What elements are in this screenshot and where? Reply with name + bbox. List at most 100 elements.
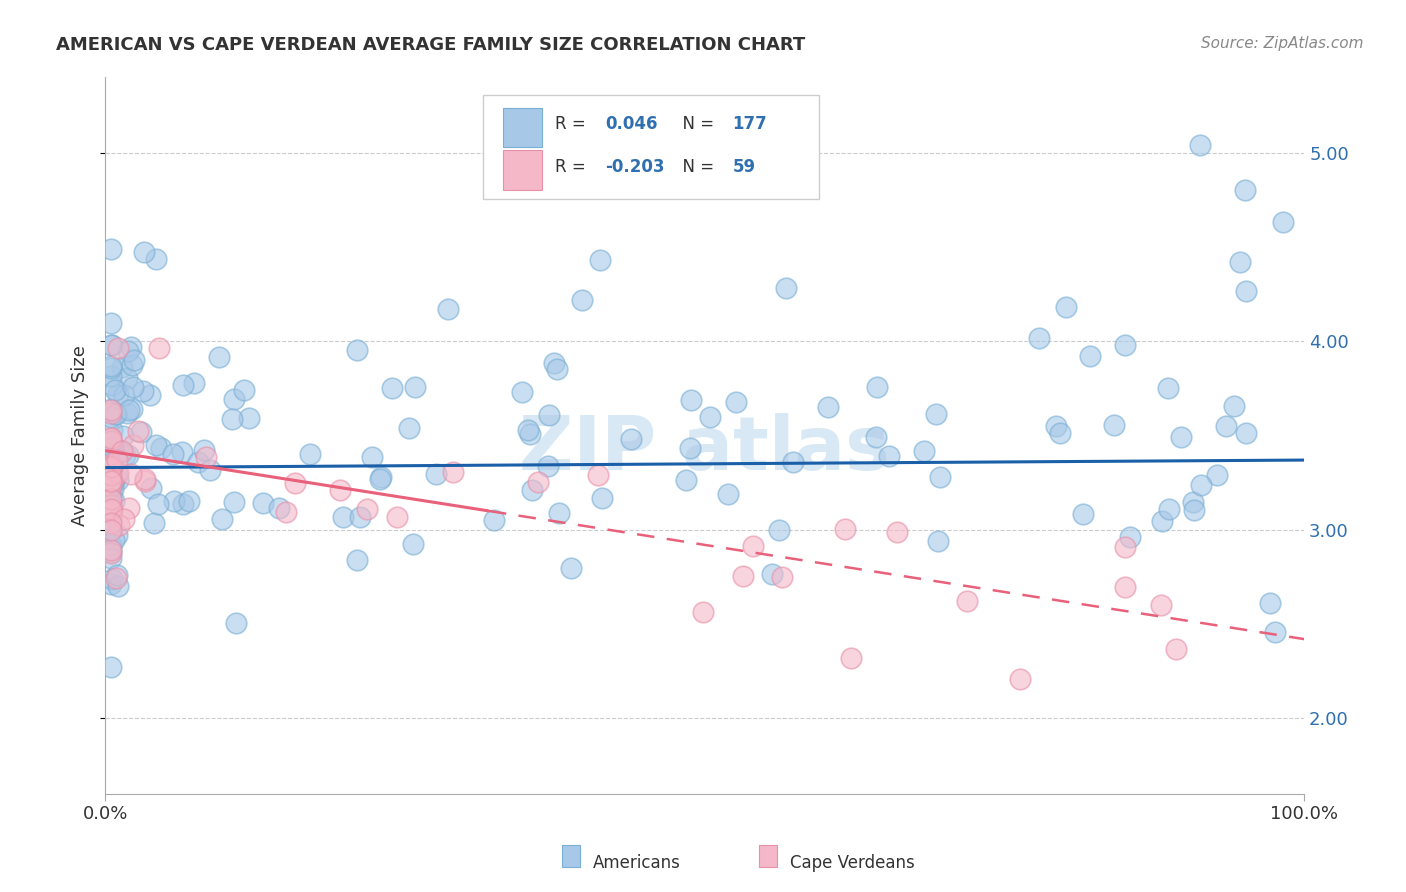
Point — [127, 424, 149, 438]
Point — [252, 496, 274, 510]
Point — [103, 533, 125, 547]
Point — [107, 386, 129, 401]
Point — [368, 472, 391, 486]
Point — [100, 431, 122, 445]
Point — [100, 550, 122, 565]
Point — [1234, 426, 1257, 441]
Text: Cape Verdeans: Cape Verdeans — [790, 854, 915, 871]
Point — [110, 445, 132, 459]
Point — [107, 518, 129, 533]
Point — [1164, 641, 1187, 656]
Point — [100, 434, 122, 448]
Point — [925, 407, 948, 421]
Point — [100, 523, 122, 537]
Point — [731, 569, 754, 583]
Point — [1114, 541, 1136, 555]
Point — [100, 316, 122, 330]
Point — [100, 491, 122, 506]
Point — [112, 388, 135, 402]
Point — [115, 371, 138, 385]
Point — [187, 455, 209, 469]
Point — [111, 359, 134, 374]
Point — [107, 474, 129, 488]
Point — [134, 473, 156, 487]
Point — [100, 242, 122, 256]
Point — [100, 359, 122, 374]
Point — [100, 457, 122, 471]
Point — [107, 579, 129, 593]
Point — [929, 470, 952, 484]
Point — [131, 384, 153, 399]
Point — [172, 497, 194, 511]
Point — [370, 470, 392, 484]
Point — [100, 463, 122, 477]
Point — [129, 425, 152, 439]
Point — [124, 353, 146, 368]
Point — [103, 450, 125, 464]
Point — [111, 429, 134, 443]
Point — [519, 427, 541, 442]
Point — [148, 497, 170, 511]
Point — [122, 380, 145, 394]
Point — [1150, 514, 1173, 528]
Point — [699, 409, 721, 424]
Point — [100, 459, 122, 474]
Point — [101, 337, 124, 351]
Point — [1150, 599, 1173, 613]
Text: 0.046: 0.046 — [605, 115, 658, 133]
Point — [724, 395, 747, 409]
Point — [548, 506, 571, 520]
Point — [193, 442, 215, 457]
Point — [100, 542, 122, 557]
Point — [100, 659, 122, 673]
Point — [100, 368, 122, 383]
Text: R =: R = — [555, 158, 591, 176]
Point — [332, 509, 354, 524]
Point — [222, 495, 245, 509]
Point — [1258, 596, 1281, 610]
Point — [956, 594, 979, 608]
Point — [346, 553, 368, 567]
Point — [145, 252, 167, 266]
Point — [1045, 418, 1067, 433]
Point — [100, 475, 122, 489]
Point — [118, 403, 141, 417]
Point — [267, 500, 290, 515]
Point — [1271, 215, 1294, 229]
Point — [1156, 381, 1178, 395]
Point — [100, 468, 122, 483]
Point — [101, 483, 124, 497]
Point — [200, 463, 222, 477]
Point — [117, 406, 139, 420]
Point — [100, 502, 122, 516]
Y-axis label: Average Family Size: Average Family Size — [72, 345, 89, 526]
Point — [100, 338, 122, 352]
Point — [100, 491, 122, 506]
Point — [103, 407, 125, 421]
Point — [105, 453, 128, 467]
Point — [103, 475, 125, 490]
Point — [1215, 419, 1237, 434]
Point — [100, 447, 122, 461]
Point — [100, 474, 122, 488]
Text: Source: ZipAtlas.com: Source: ZipAtlas.com — [1201, 36, 1364, 51]
Point — [100, 576, 122, 591]
Point — [775, 281, 797, 295]
Point — [1114, 338, 1136, 352]
Point — [782, 455, 804, 469]
Point — [1264, 624, 1286, 639]
Point — [520, 483, 543, 497]
Point — [679, 441, 702, 455]
Point — [183, 376, 205, 390]
Point — [103, 449, 125, 463]
Point — [100, 406, 122, 420]
Point — [741, 539, 763, 553]
Point — [537, 409, 560, 423]
Point — [105, 527, 128, 541]
Point — [543, 356, 565, 370]
Point — [1073, 507, 1095, 521]
Point — [148, 341, 170, 355]
Point — [100, 498, 122, 512]
Point — [101, 377, 124, 392]
Point — [121, 358, 143, 372]
